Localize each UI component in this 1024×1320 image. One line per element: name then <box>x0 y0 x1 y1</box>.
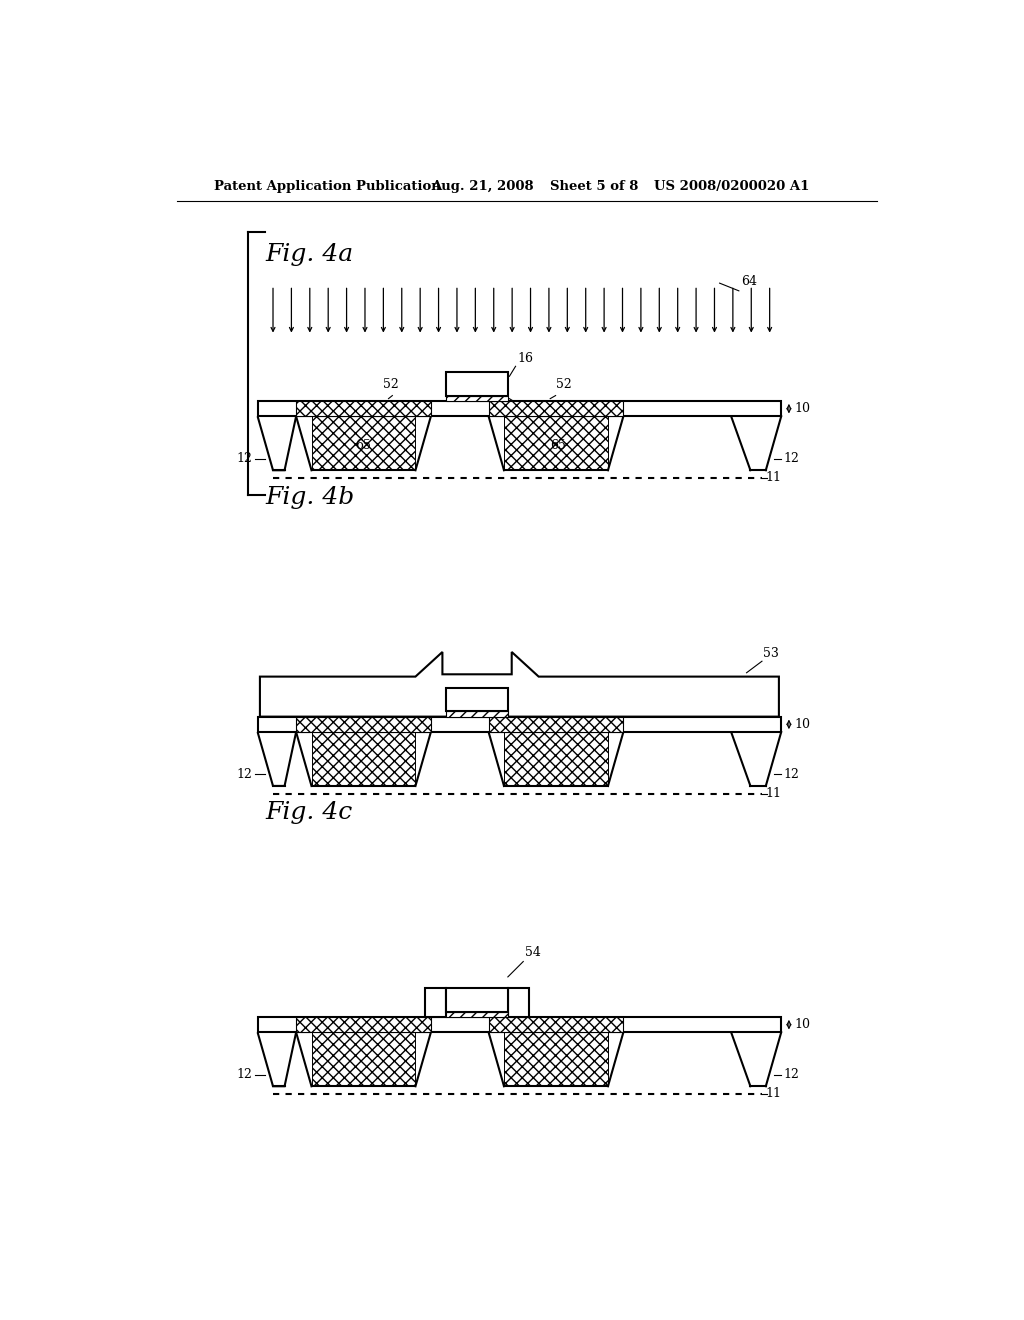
Bar <box>488 401 624 416</box>
Text: 64: 64 <box>741 275 757 288</box>
Bar <box>446 396 508 401</box>
Text: 16: 16 <box>518 351 534 364</box>
Text: 11: 11 <box>766 1088 781 1101</box>
Bar <box>258 401 781 416</box>
Text: 10: 10 <box>795 718 810 731</box>
Text: 12: 12 <box>783 768 800 781</box>
Bar <box>296 717 431 733</box>
Text: 11: 11 <box>766 787 781 800</box>
Text: Fig. 4c: Fig. 4c <box>265 801 352 825</box>
Polygon shape <box>425 989 446 1016</box>
Text: 12: 12 <box>237 453 252 465</box>
Bar <box>504 416 608 470</box>
Text: Aug. 21, 2008: Aug. 21, 2008 <box>431 181 534 194</box>
Bar <box>446 989 508 1011</box>
Bar <box>504 733 608 785</box>
Text: 12: 12 <box>783 1068 800 1081</box>
Text: 54: 54 <box>524 946 541 960</box>
Text: Patent Application Publication: Patent Application Publication <box>214 181 440 194</box>
Text: 65: 65 <box>355 440 371 453</box>
Text: 53: 53 <box>764 647 779 660</box>
Text: Fig. 4a: Fig. 4a <box>265 243 353 267</box>
Bar <box>446 1011 508 1016</box>
Bar <box>311 416 416 470</box>
Bar <box>258 717 781 733</box>
Bar <box>446 711 508 717</box>
Bar <box>504 1032 608 1086</box>
Text: Sheet 5 of 8: Sheet 5 of 8 <box>550 181 639 194</box>
Text: 10: 10 <box>795 1018 810 1031</box>
Bar <box>311 1032 416 1086</box>
Text: 12: 12 <box>237 768 252 781</box>
Text: 11: 11 <box>766 471 781 484</box>
Bar <box>488 717 624 733</box>
Bar <box>488 1016 624 1032</box>
Bar <box>296 1016 431 1032</box>
Bar <box>258 1016 781 1032</box>
Bar <box>446 372 508 396</box>
Bar <box>311 733 416 785</box>
Text: 12: 12 <box>237 1068 252 1081</box>
Text: 12: 12 <box>783 453 800 465</box>
Text: 10: 10 <box>795 403 810 416</box>
Polygon shape <box>508 989 529 1016</box>
Bar <box>446 688 508 711</box>
Bar <box>296 401 431 416</box>
Text: US 2008/0200020 A1: US 2008/0200020 A1 <box>654 181 810 194</box>
Text: 52: 52 <box>383 378 398 391</box>
Text: Fig. 4b: Fig. 4b <box>265 486 354 508</box>
Text: 65: 65 <box>550 440 566 453</box>
Polygon shape <box>260 652 779 717</box>
Text: 52: 52 <box>556 378 572 391</box>
Text: 14: 14 <box>521 405 537 418</box>
